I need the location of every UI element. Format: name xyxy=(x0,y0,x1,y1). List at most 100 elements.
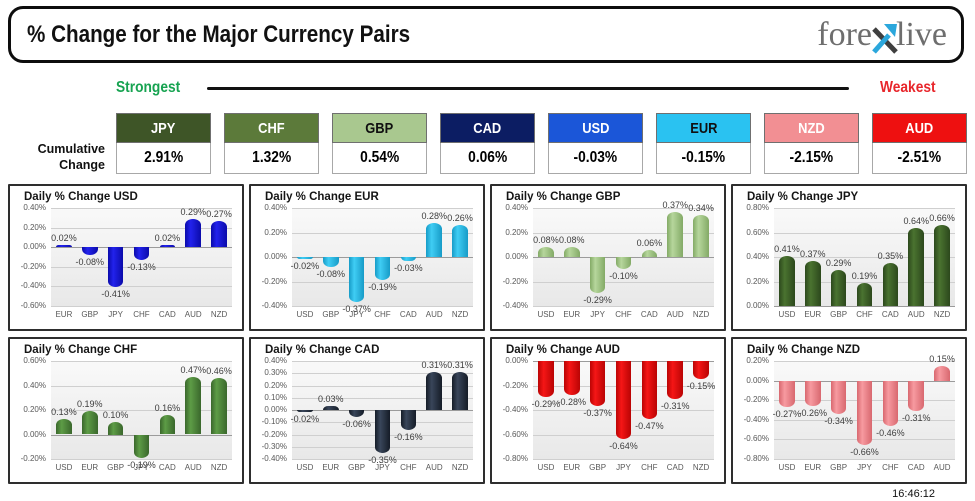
gridline xyxy=(774,232,955,234)
plot-wrap: -0.27% USD -0.26% EUR -0.34% GBP -0.66% JPY -0.4… xyxy=(738,354,960,475)
x-axis-label: JPY xyxy=(590,310,605,319)
bar-JPY xyxy=(107,247,124,288)
bar-value-label: -0.46% xyxy=(876,427,905,438)
x-axis-label: JPY xyxy=(134,463,149,472)
x-axis-label: JPY xyxy=(108,310,123,319)
bar-value-label: 0.29% xyxy=(825,258,852,269)
plot-area: 0.02% EUR -0.08% GBP -0.41% JPY -0.13% CHF 0.02%… xyxy=(51,207,232,319)
chart-panel-EUR: Daily % Change EUR -0.02% USD -0.08% GBP -0.3… xyxy=(249,184,485,331)
y-axis-tick: -0.40% xyxy=(261,454,287,463)
bar-EUR xyxy=(805,380,821,407)
currency-badge-name: USD xyxy=(548,113,643,143)
currency-badge-CAD: CAD 0.06% xyxy=(440,113,535,174)
x-axis-label: CAD xyxy=(158,310,176,319)
bar-JPY xyxy=(615,361,632,440)
currency-badge-name: CAD xyxy=(440,113,535,143)
bar-value-label: -0.37% xyxy=(342,304,371,315)
bar-CHF xyxy=(400,410,417,430)
bar-value-label: -0.19% xyxy=(368,282,397,293)
y-axis-tick: 0.60% xyxy=(746,227,769,237)
x-axis-label: USD xyxy=(537,463,555,472)
bar-value-label: 0.15% xyxy=(929,353,955,364)
cumulative-change-value: 1.32% xyxy=(224,143,319,174)
bar-value-label: 0.10% xyxy=(102,410,129,421)
y-axis-tick: -0.40% xyxy=(502,405,528,414)
bar-value-label: -0.28% xyxy=(557,397,587,408)
y-axis-tick: 0.20% xyxy=(23,405,46,414)
x-axis-label: AUD xyxy=(184,463,202,472)
y-axis-tick: 0.20% xyxy=(505,227,528,237)
bar-CHF xyxy=(374,257,391,281)
y-axis-tick: 0.40% xyxy=(23,380,46,390)
plot-wrap: -0.02% USD 0.03% EUR -0.06% GBP -0.35% JPY -0.16… xyxy=(256,356,478,475)
plot-area: 0.41% USD 0.37% EUR 0.29% GBP 0.19% CHF 0.35% CAD… xyxy=(774,208,955,319)
x-axis-label: USD xyxy=(55,463,73,472)
bar-value-label: -0.29% xyxy=(583,294,612,305)
charts-grid: Daily % Change USD 0.02% EUR -0.08% GBP -0.41… xyxy=(8,184,967,484)
bar-value-label: -0.37% xyxy=(583,408,612,419)
bar-value-label: -0.31% xyxy=(660,400,690,411)
bar-USD xyxy=(779,255,795,306)
cumulative-change-value: -2.15% xyxy=(764,143,859,174)
bar-AUD xyxy=(934,365,950,381)
y-axis-tick: -0.40% xyxy=(20,281,46,291)
bar-NZD xyxy=(211,220,227,248)
bar-value-label: -0.10% xyxy=(609,271,638,282)
bar-value-label: 0.02% xyxy=(154,233,181,244)
bar-JPY xyxy=(374,410,391,453)
currency-badge-name: AUD xyxy=(872,113,967,143)
x-axis-label: CHF xyxy=(133,310,150,319)
y-axis-tick: -0.20% xyxy=(261,429,287,439)
bar-value-label: -0.08% xyxy=(75,257,105,268)
x-axis-label: NZD xyxy=(210,463,228,472)
y-axis-tick: -0.40% xyxy=(261,301,287,310)
bar-CAD xyxy=(400,257,417,261)
bar-USD xyxy=(56,418,72,435)
bar-CAD xyxy=(908,380,924,411)
currency-badge-EUR: EUR -0.15% xyxy=(656,113,751,174)
bar-value-label: 0.34% xyxy=(688,203,714,214)
x-axis-label: NZD xyxy=(933,310,951,319)
bar-value-label: -0.08% xyxy=(316,268,346,279)
currency-badge-NZD: NZD -2.15% xyxy=(764,113,859,174)
y-axis-tick: 0.00% xyxy=(746,301,769,310)
page-title: % Change for the Major Currency Pairs xyxy=(27,21,472,49)
gridline xyxy=(533,459,714,460)
x-axis-label: CHF xyxy=(374,310,391,319)
bar-value-label: 0.08% xyxy=(559,235,585,246)
bar-CAD xyxy=(159,414,176,435)
y-axis-tick: -0.20% xyxy=(502,380,528,390)
cumulative-change-label-line2: Change xyxy=(59,158,105,173)
y-axis-tick: -0.60% xyxy=(743,434,769,444)
bar-NZD xyxy=(211,378,227,435)
currency-badge-name: EUR xyxy=(656,113,751,143)
bar-CHF xyxy=(856,282,873,306)
x-axis-label: CAD xyxy=(907,463,925,472)
y-axis-tick: 0.40% xyxy=(264,203,287,212)
x-axis-label: AUD xyxy=(184,310,202,319)
x-axis-label: NZD xyxy=(692,310,710,319)
x-axis-label: AUD xyxy=(907,310,925,319)
x-axis-label: JPY xyxy=(857,463,872,472)
x-axis-label: EUR xyxy=(804,310,822,319)
bar-JPY xyxy=(348,257,365,303)
bar-USD xyxy=(538,247,554,257)
header: % Change for the Major Currency Pairs fo… xyxy=(8,6,964,63)
bar-JPY xyxy=(589,257,606,293)
chart-title: Daily % Change CHF xyxy=(24,344,138,356)
bar-value-label: -0.26% xyxy=(798,408,828,419)
bar-value-label: 0.26% xyxy=(447,213,473,224)
strongest-label: Strongest xyxy=(116,79,181,96)
gridline xyxy=(292,385,473,387)
strongest-weakest-line xyxy=(207,87,849,90)
bar-EUR xyxy=(323,406,339,410)
cumulative-change-value: -0.15% xyxy=(656,143,751,174)
zero-axis-line xyxy=(774,306,955,307)
bar-value-label: -0.02% xyxy=(290,261,320,272)
bar-value-label: 0.31% xyxy=(447,360,473,371)
bar-NZD xyxy=(452,372,468,410)
plot-wrap: -0.02% USD -0.08% GBP -0.37% JPY -0.19% CHF -0.0… xyxy=(256,203,478,322)
x-axis-label: GBP xyxy=(589,463,607,472)
bar-GBP xyxy=(348,410,365,418)
x-axis-label: GBP xyxy=(81,310,99,319)
